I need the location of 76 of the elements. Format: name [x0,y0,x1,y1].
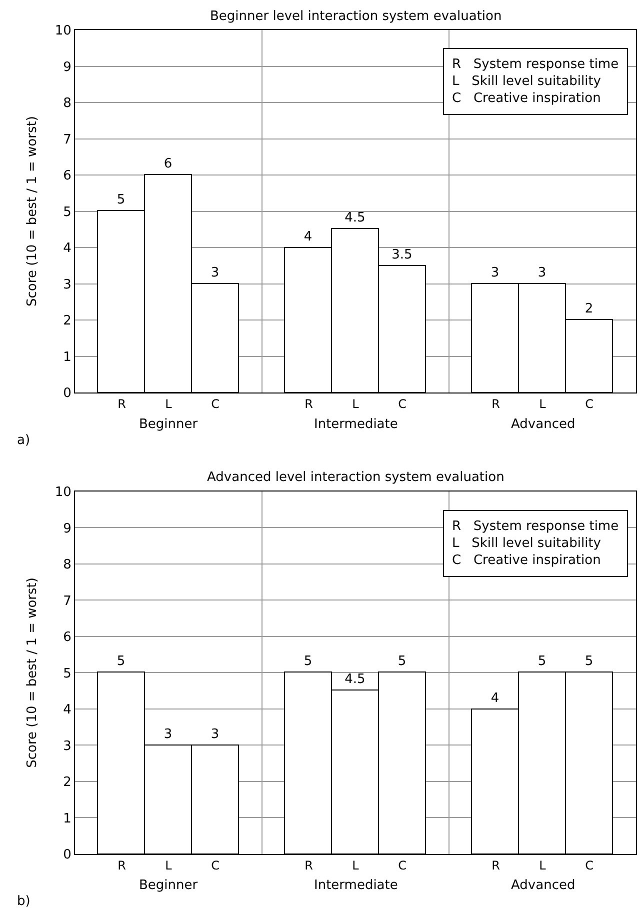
y-tick-label: 2 [63,314,72,329]
y-tick-label: 7 [63,594,72,609]
data-label: 4.5 [344,210,366,226]
data-label: 4 [490,690,500,706]
x-tick-label: R [118,858,126,872]
y-tick-label: 6 [63,630,72,646]
annotation: R System response time [452,57,619,72]
text: Beginner [139,878,198,893]
x-tick-label: C [585,396,594,411]
text: Beginner [139,417,198,432]
x-tick-label: L [352,396,360,411]
text: Intermediate [314,417,398,432]
y-tick-label: 6 [63,168,72,184]
x-tick-label: C [585,858,594,872]
y-tick-label: 8 [63,96,72,112]
annotation: L Skill level suitability [452,74,602,89]
y-tick-label: 4 [63,702,72,718]
text: Advanced [511,417,576,432]
data-label: 5 [538,654,546,669]
data-label: 5 [116,192,126,208]
y-tick-label: 4 [63,241,72,256]
data-label: 5 [304,654,312,669]
x-tick-label: R [304,858,313,872]
annotation: R System response time [452,519,619,534]
y-tick-label: 9 [63,60,72,75]
data-label: 3 [538,266,546,280]
text: Intermediate [314,878,398,893]
y-axis-title: Score (10 = best / 1 = worst) [24,578,40,768]
x-tick-label: R [118,396,126,411]
annotation: C Creative inspiration [452,90,601,106]
x-tick-label: L [165,396,172,411]
annotation: C Creative inspiration [452,552,601,568]
x-tick-label: C [211,858,220,872]
chart-title: Advanced level interaction system evaluation [207,470,504,485]
data-label: 3 [164,726,172,742]
y-tick-label: 9 [63,521,72,536]
x-tick-label: L [539,396,546,411]
x-tick-label: C [398,858,406,872]
data-label: 4.5 [344,672,366,687]
text: a) [17,433,30,448]
x-tick-label: R [304,396,313,411]
data-label: 6 [164,156,172,172]
data-label: 3 [210,266,220,280]
y-tick-label: 7 [63,132,72,148]
x-tick-label: L [352,858,360,872]
data-label: 4 [304,230,312,244]
data-label: 5 [584,654,594,669]
y-tick-label: 10 [54,484,72,500]
data-label: 3 [210,726,220,742]
data-label: 5 [116,654,126,669]
data-label: 3.5 [392,248,412,262]
y-tick-label: 5 [63,204,72,220]
x-tick-label: C [398,396,406,411]
x-tick-label: R [492,396,500,411]
y-tick-label: 8 [63,558,72,572]
y-tick-label: 0 [63,848,72,863]
x-tick-label: R [492,858,500,872]
y-tick-label: 3 [63,738,72,754]
y-tick-label: 0 [63,386,72,402]
y-tick-label: 2 [63,775,72,790]
y-tick-label: 10 [54,24,72,39]
y-tick-label: 1 [63,350,72,365]
x-tick-label: C [211,396,220,411]
y-tick-label: 3 [63,277,72,292]
chart-title: Beginner level interaction system evaluation [210,9,502,24]
y-tick-label: 5 [63,666,72,682]
y-tick-label: 1 [63,811,72,826]
y-axis-title: Score (10 = best / 1 = worst) [24,116,40,306]
text: b) [17,894,30,909]
data-label: 2 [584,302,594,316]
annotation: L Skill level suitability [452,536,602,551]
data-label: 3 [490,266,500,280]
data-label: 5 [398,654,406,669]
x-tick-label: L [165,858,172,872]
x-tick-label: L [539,858,546,872]
text: Advanced [511,878,576,893]
